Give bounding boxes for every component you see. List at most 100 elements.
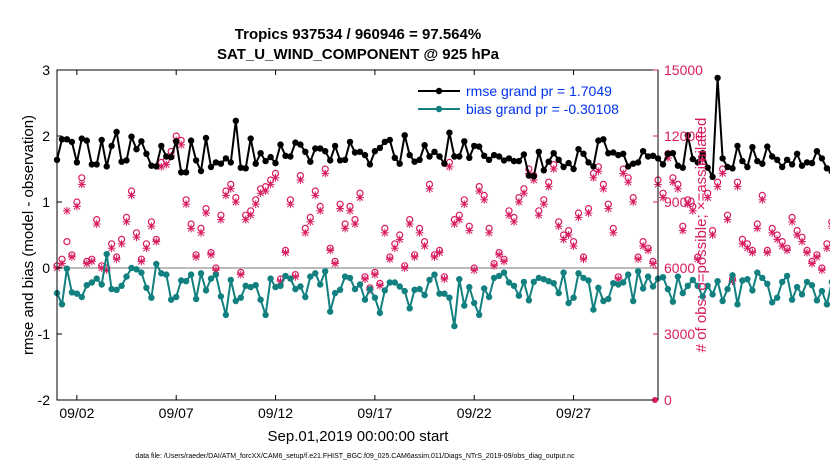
obs-assimilated-marker bbox=[440, 275, 449, 283]
bias-point bbox=[550, 280, 557, 287]
bias-point bbox=[292, 285, 299, 293]
rmse-point bbox=[674, 162, 682, 169]
legend-rmse-label: rmse grand pr = 1.7049 bbox=[466, 83, 612, 99]
bias-point bbox=[361, 296, 369, 303]
obs-assimilated-marker bbox=[490, 261, 498, 270]
obs-assimilated-marker bbox=[544, 182, 553, 191]
rmse-point bbox=[247, 135, 254, 142]
bias-point bbox=[182, 278, 190, 285]
obs-assimilated-marker bbox=[803, 248, 811, 257]
bias-point bbox=[356, 281, 364, 288]
rmse-point bbox=[481, 152, 488, 159]
rmse-point bbox=[575, 146, 582, 153]
bias-point bbox=[793, 283, 801, 291]
bias-point bbox=[118, 282, 125, 289]
bias-point bbox=[570, 294, 577, 301]
rmse-point bbox=[277, 141, 284, 148]
obs-assimilated-marker bbox=[823, 244, 830, 253]
bias-point bbox=[401, 287, 408, 295]
bias-point bbox=[575, 270, 582, 277]
rmse-point bbox=[396, 160, 403, 167]
obs-assimilated-marker bbox=[534, 211, 543, 220]
rmse-point bbox=[709, 173, 716, 181]
rmse-point bbox=[327, 157, 334, 164]
rmse-point bbox=[386, 136, 393, 144]
obs-assimilated-marker bbox=[604, 204, 613, 213]
rmse-point bbox=[625, 163, 632, 170]
obs-assimilated-marker bbox=[460, 200, 469, 209]
bias-point bbox=[386, 279, 393, 286]
obs-assimilated-marker bbox=[495, 250, 503, 259]
obs-assimilated-marker bbox=[326, 246, 335, 255]
bias-point bbox=[620, 279, 627, 286]
obs-assimilated-marker bbox=[778, 242, 787, 250]
bias-point bbox=[247, 283, 254, 291]
rmse-point bbox=[783, 156, 791, 163]
rmse-point bbox=[699, 150, 706, 157]
rmse-point bbox=[312, 145, 319, 152]
bias-point bbox=[446, 294, 453, 301]
obs-assimilated-marker bbox=[435, 248, 444, 257]
rmse-point bbox=[212, 159, 220, 166]
bias-point bbox=[168, 296, 175, 303]
bias-point bbox=[178, 277, 185, 284]
bias-point bbox=[426, 276, 433, 284]
obs-assimilated-marker bbox=[400, 264, 409, 272]
right-tick-label: 0 bbox=[664, 392, 672, 408]
bias-point bbox=[525, 297, 533, 304]
obs-assimilated-marker bbox=[584, 209, 593, 217]
bias-point bbox=[197, 270, 205, 277]
bias-point bbox=[217, 293, 225, 300]
rmse-point bbox=[634, 159, 642, 166]
rmse-series bbox=[53, 74, 830, 181]
bias-point bbox=[421, 291, 428, 299]
bias-point bbox=[232, 297, 239, 305]
rmse-point bbox=[560, 163, 567, 171]
obs-assimilated-marker bbox=[594, 167, 603, 176]
bias-point bbox=[451, 322, 458, 330]
data-file-footnote: data file: /Users/raeder/DAI/ATM_forcXX/… bbox=[135, 453, 575, 460]
right-tick-label: 15000 bbox=[664, 62, 703, 78]
bias-point bbox=[336, 286, 344, 293]
bias-series bbox=[53, 250, 830, 330]
rmse-point bbox=[823, 165, 830, 172]
rmse-point bbox=[123, 157, 130, 164]
x-tick-label: 09/07 bbox=[159, 405, 194, 421]
obs-assimilated-marker bbox=[177, 140, 186, 149]
rmse-point bbox=[237, 164, 244, 171]
bias-point bbox=[381, 287, 388, 294]
rmse-point bbox=[436, 153, 443, 160]
rmse-point bbox=[148, 162, 155, 169]
rmse-point bbox=[178, 169, 185, 176]
rmse-point bbox=[704, 164, 711, 171]
rmse-point bbox=[798, 162, 806, 169]
obs-assimilated-marker bbox=[763, 248, 772, 257]
bias-point bbox=[366, 285, 374, 293]
rmse-point bbox=[664, 150, 672, 157]
obs-assimilated-marker bbox=[639, 242, 647, 250]
bias-point bbox=[331, 289, 339, 297]
left-axis-label: rmse and bias (model - observation) bbox=[20, 115, 37, 355]
obs-assimilated-marker bbox=[380, 228, 389, 237]
obs-assimilated-marker bbox=[718, 169, 727, 178]
rmse-point bbox=[694, 159, 701, 166]
rmse-point bbox=[267, 153, 274, 161]
rmse-point bbox=[585, 159, 592, 166]
bias-point bbox=[644, 273, 652, 280]
rmse-point bbox=[113, 128, 120, 136]
obs-assimilated-marker bbox=[520, 189, 528, 198]
right-tick-label: 3000 bbox=[664, 326, 695, 342]
rmse-point bbox=[495, 153, 503, 160]
rmse-point bbox=[351, 149, 359, 156]
left-tick-label: 2 bbox=[42, 128, 50, 144]
obs-assimilated-marker bbox=[713, 182, 722, 191]
obs-assimilated-marker bbox=[236, 270, 245, 279]
rmse-point bbox=[361, 151, 369, 159]
rmse-point bbox=[684, 132, 691, 139]
rmse-point bbox=[451, 153, 458, 160]
rmse-point bbox=[73, 159, 81, 166]
obs-assimilated-marker bbox=[425, 184, 434, 193]
rmse-point bbox=[401, 132, 408, 139]
rmse-point bbox=[322, 148, 329, 155]
